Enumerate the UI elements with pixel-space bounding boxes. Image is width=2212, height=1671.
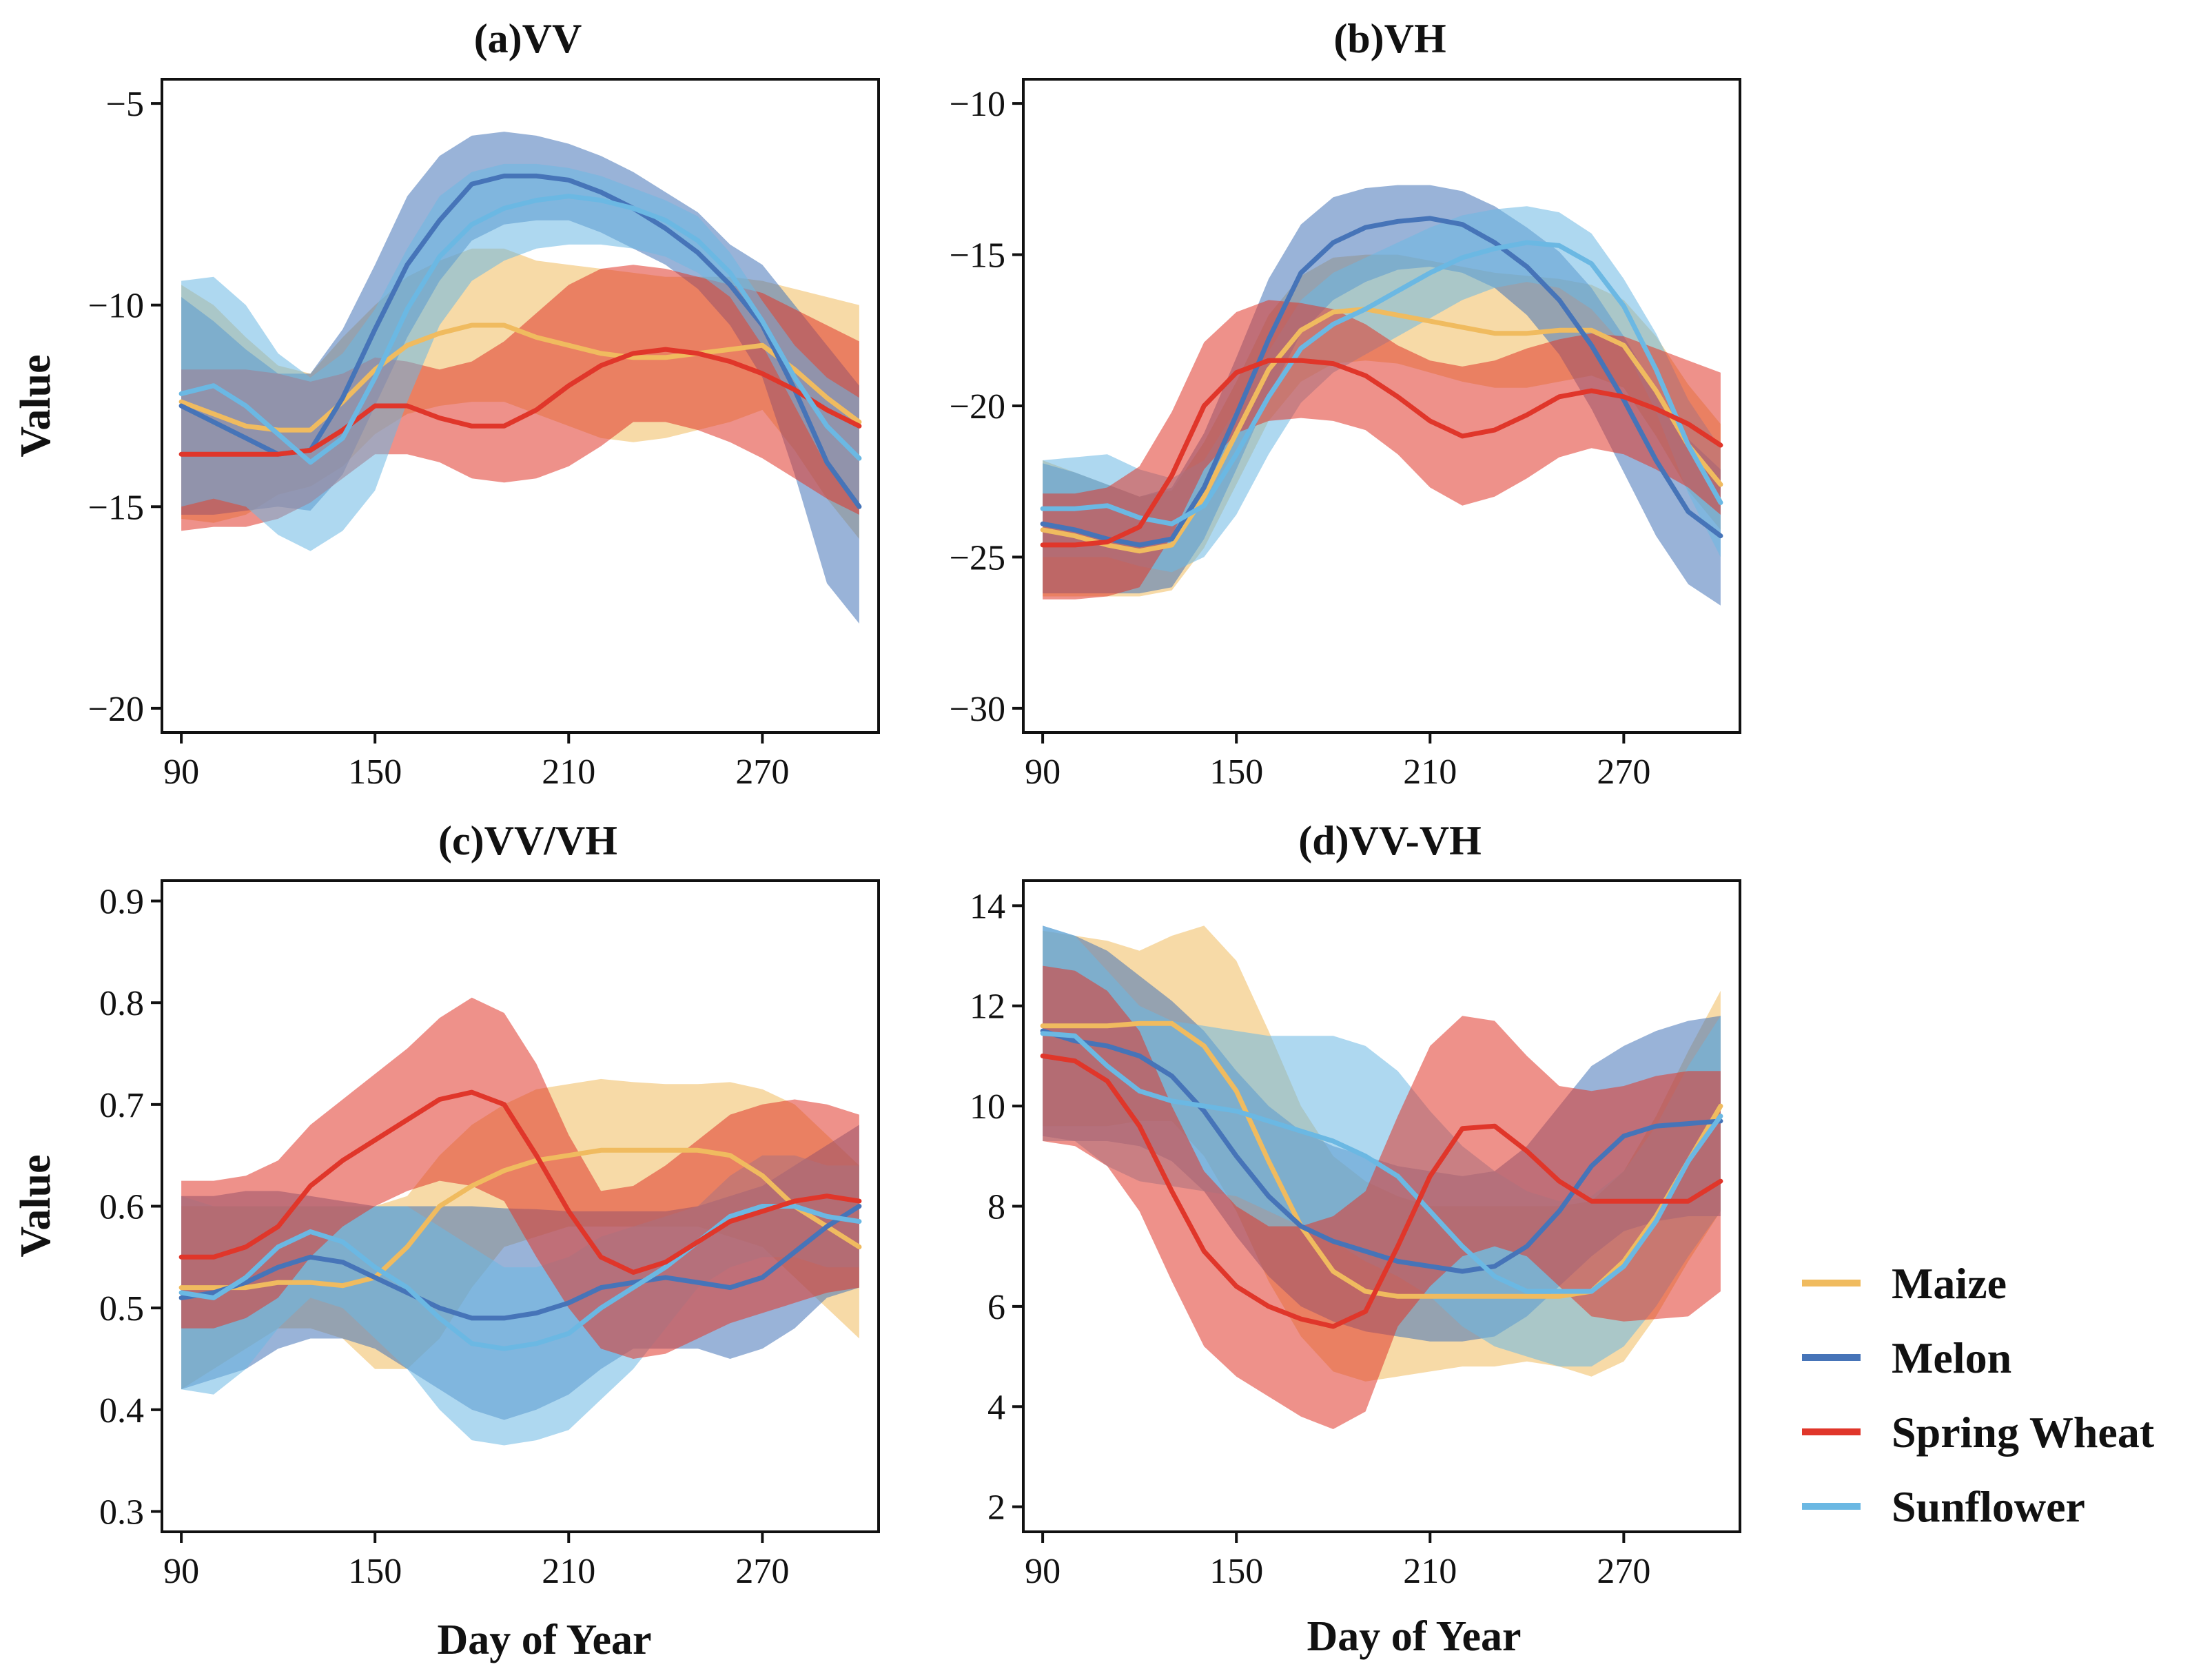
y-tick-label: 0.7 xyxy=(99,1086,144,1125)
line-spring-wheat xyxy=(178,347,862,457)
panel-title: (d)VV-VH xyxy=(1298,818,1482,863)
x-tick-label: 270 xyxy=(1597,1552,1650,1591)
line-sunflower xyxy=(178,1204,862,1351)
x-axis-label: Day of Year xyxy=(437,1617,651,1663)
legend-label-spring-wheat: Spring Wheat xyxy=(1892,1408,2155,1457)
x-tick-label: 150 xyxy=(1209,1552,1263,1591)
line-melon xyxy=(1040,1028,1723,1274)
line-sunflower xyxy=(1040,1031,1723,1294)
x-tick-label: 90 xyxy=(163,752,199,792)
y-tick-label: 6 xyxy=(987,1288,1005,1327)
y-axis-label: Value xyxy=(12,1154,59,1257)
y-tick-label: 4 xyxy=(987,1388,1005,1427)
x-tick-label: 270 xyxy=(735,1552,789,1591)
line-spring-wheat xyxy=(1040,358,1723,548)
legend-label-sunflower: Sunflower xyxy=(1892,1482,2085,1531)
y-tick-label: −10 xyxy=(88,287,144,326)
y-tick-label: 10 xyxy=(970,1087,1005,1127)
y-tick-label: 8 xyxy=(987,1188,1005,1227)
y-tick-label: 0.8 xyxy=(99,984,144,1023)
y-axis-label: Value xyxy=(12,354,59,457)
y-tick-label: 0.4 xyxy=(99,1391,144,1431)
x-axis-label: Day of Year xyxy=(1307,1613,1521,1660)
line-melon xyxy=(178,1204,862,1321)
x-tick-label: 150 xyxy=(348,752,402,792)
y-tick-label: −20 xyxy=(88,690,144,729)
legend: Maize Melon Spring Wheat Sunflower xyxy=(1802,1259,2155,1531)
x-tick-label: 210 xyxy=(542,1552,595,1591)
y-tick-label: 0.5 xyxy=(99,1289,144,1329)
x-tick-label: 150 xyxy=(348,1552,402,1591)
legend-label-maize: Maize xyxy=(1892,1259,2007,1308)
x-tick-label: 210 xyxy=(542,752,595,792)
plot-frame xyxy=(161,78,880,734)
panel-d-vv-minus-vh: (d)VV-VH 90 150 210 270 2 4 6 8 10 12 14 Day of Ye… xyxy=(970,818,1741,1660)
x-tick-label: 90 xyxy=(1025,752,1061,792)
y-tick-label: −20 xyxy=(950,387,1005,427)
panel-a-vv: (a)VV 90 150 210 270 −5 −10 −15 −20 Value xyxy=(12,16,880,792)
x-tick-label: 270 xyxy=(1597,752,1650,792)
y-tick-label: −15 xyxy=(88,488,144,527)
x-tick-label: 210 xyxy=(1403,752,1457,792)
x-tick-label: 210 xyxy=(1403,1552,1457,1591)
panel-title: (a)VV xyxy=(474,16,582,61)
x-tick-label: 90 xyxy=(163,1552,199,1591)
panel-title: (b)VH xyxy=(1333,16,1446,61)
band-spring-wheat xyxy=(1043,965,1721,1429)
line-spring-wheat xyxy=(1040,1053,1723,1329)
y-tick-label: −25 xyxy=(950,538,1005,577)
line-maize xyxy=(1040,307,1723,554)
legend-label-melon: Melon xyxy=(1892,1333,2011,1382)
x-tick-label: 90 xyxy=(1025,1552,1061,1591)
y-tick-label: −30 xyxy=(950,690,1005,729)
line-maize xyxy=(178,322,862,433)
panel-c-vv-vh-ratio: (c)VV/VH 90 150 210 270 0.3 0.4 0.5 0.6 0.7 0.8 0.… xyxy=(12,818,880,1663)
y-tick-label: −10 xyxy=(950,85,1005,124)
y-tick-label: 12 xyxy=(970,987,1005,1027)
line-melon xyxy=(1040,216,1723,548)
panel-b-vh: (b)VH 90 150 210 270 −10 −15 −20 −25 −30 xyxy=(950,16,1741,792)
x-tick-label: 270 xyxy=(735,752,789,792)
panel-title: (c)VV/VH xyxy=(438,818,617,863)
y-tick-label: 0.6 xyxy=(99,1188,144,1227)
y-tick-label: −5 xyxy=(106,85,144,124)
band-spring-wheat xyxy=(1043,300,1721,599)
y-tick-label: 2 xyxy=(987,1488,1005,1528)
y-tick-label: −15 xyxy=(950,236,1005,276)
line-sunflower xyxy=(178,194,862,465)
line-spring-wheat xyxy=(178,1089,862,1275)
x-tick-label: 150 xyxy=(1209,752,1263,792)
y-tick-label: 14 xyxy=(970,887,1005,926)
band-spring-wheat xyxy=(181,997,859,1359)
y-tick-label: 0.9 xyxy=(99,883,144,922)
y-tick-label: 0.3 xyxy=(99,1493,144,1532)
line-maize xyxy=(178,1147,862,1291)
line-sunflower xyxy=(1040,240,1723,526)
band-sunflower xyxy=(181,163,859,551)
